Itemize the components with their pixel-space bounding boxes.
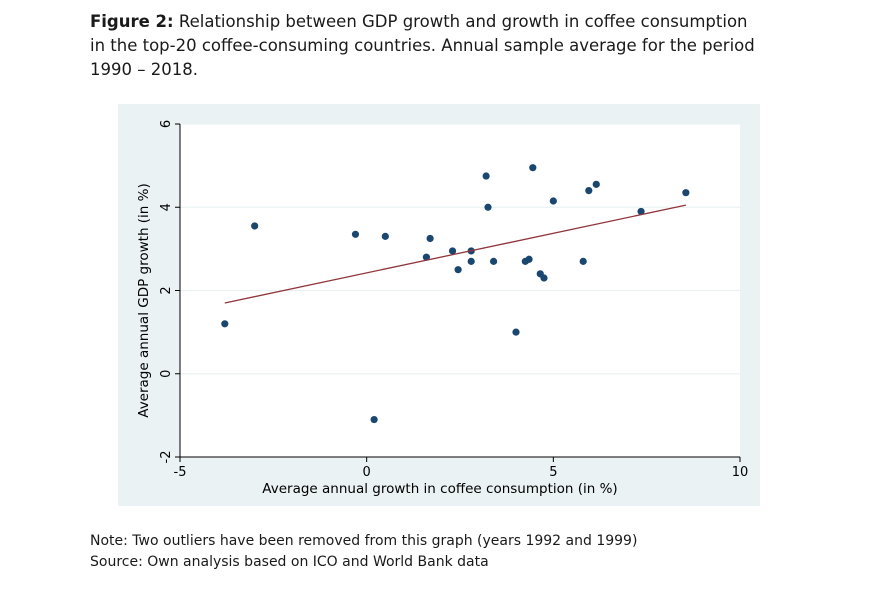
x-tick-label: 0 xyxy=(363,465,371,480)
source-text: Source: Own analysis based on ICO and Wo… xyxy=(90,554,489,570)
caption-line-2: in the top-20 coffee-consuming countries… xyxy=(90,36,755,55)
data-point xyxy=(682,189,690,197)
data-point xyxy=(540,274,548,282)
data-point xyxy=(467,257,475,265)
data-point xyxy=(484,203,492,211)
scatter-chart: -2 0 2 4 6 -5 0 5 10 Average annual growth in cof… xyxy=(136,120,749,497)
y-tick-label: 6 xyxy=(159,120,174,128)
data-point xyxy=(454,266,462,274)
data-point xyxy=(525,255,533,263)
data-point xyxy=(422,253,430,261)
y-tick-label: -2 xyxy=(159,451,174,464)
data-point xyxy=(221,320,229,328)
fit-line xyxy=(224,204,687,304)
data-point xyxy=(370,415,378,424)
y-tick-label: 0 xyxy=(159,370,174,378)
caption-label: Figure 2: xyxy=(90,12,174,31)
plot-panel: -2 0 2 4 6 -5 0 5 10 Average annual growth in cof… xyxy=(118,104,760,506)
y-tick-label: 4 xyxy=(159,203,174,211)
figure-notes: Note: Two outliers have been removed fro… xyxy=(90,531,637,573)
data-point xyxy=(529,164,537,172)
x-axis-title: Average annual growth in coffee consumpt… xyxy=(262,481,617,497)
data-point xyxy=(251,222,259,230)
data-point xyxy=(482,172,490,180)
data-point xyxy=(579,257,587,265)
caption-text-1: Relationship between GDP growth and grow… xyxy=(178,12,748,31)
data-point xyxy=(381,232,389,240)
data-point xyxy=(592,180,600,188)
data-point xyxy=(426,234,434,243)
x-tick-label: -5 xyxy=(174,465,187,480)
data-point xyxy=(585,187,593,195)
data-point xyxy=(637,207,645,216)
y-axis-title: Average annual GDP growth (in %) xyxy=(136,183,152,418)
data-point xyxy=(490,257,498,265)
note-text: Note: Two outliers have been removed fro… xyxy=(90,533,638,549)
figure-caption: Figure 2: Relationship between GDP growt… xyxy=(90,10,850,82)
caption-line-1: Figure 2: Relationship between GDP growt… xyxy=(90,10,850,34)
x-tick-label: 5 xyxy=(549,465,557,480)
y-tick-label: 2 xyxy=(159,286,174,294)
data-point xyxy=(512,328,520,336)
caption-line-3: 1990 – 2018. xyxy=(90,60,198,79)
data-point xyxy=(549,197,557,205)
data-point xyxy=(351,230,360,238)
x-tick-label: 10 xyxy=(732,465,749,480)
data-point xyxy=(448,247,457,255)
